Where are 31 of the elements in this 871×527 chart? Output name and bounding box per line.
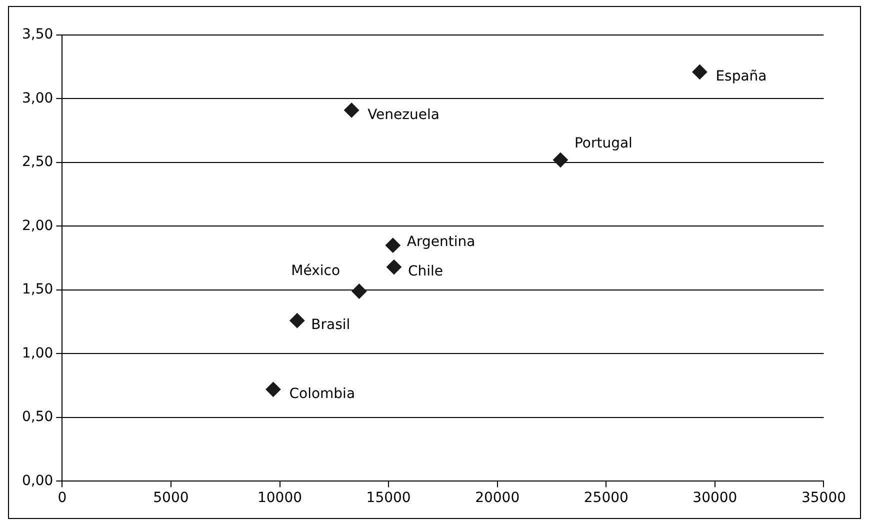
y-tick-label: 1,00 [22,345,54,362]
y-tick-label: 3,00 [22,90,54,106]
y-tick-label: 2,00 [22,218,54,234]
annotation: Venezuela [368,106,440,123]
y-tick-label: 2,50 [22,154,54,170]
annotation: Portugal [574,136,632,152]
y-tick-label: 0,00 [22,472,54,489]
annotation: Argentina [406,234,476,250]
x-tick-label: 25000 [584,490,628,506]
point [552,152,568,168]
x-tick-label: 15000 [366,490,411,506]
x-tick-label: 5000 [153,490,189,506]
y-tick-label: 0,50 [22,409,54,426]
annotation: España [716,68,767,85]
x-tick-label: 20000 [475,490,520,506]
x-tick-label: 35000 [801,490,846,506]
annotation: Colombia [289,386,356,402]
annotation: México [291,262,340,279]
point [344,102,360,118]
y-tick-label: 3,50 [22,26,54,43]
annotation: Brasil [311,317,350,334]
point [266,382,281,397]
point [352,284,367,299]
point [386,260,402,275]
point [385,238,400,253]
x-tick-label: 10000 [257,490,302,506]
x-tick-label: 30000 [692,490,738,506]
y-tick-label: 1,50 [22,282,54,298]
point [290,313,305,328]
point [692,64,708,80]
x-tick-label: 0 [58,490,67,506]
